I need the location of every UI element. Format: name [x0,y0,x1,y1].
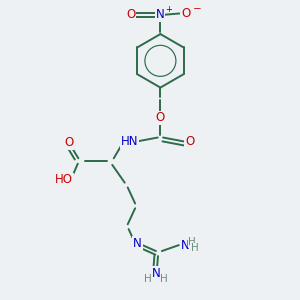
Text: H: H [144,274,152,284]
Text: H: H [191,243,199,253]
Text: O: O [126,8,135,21]
Text: +: + [165,5,172,14]
Text: H: H [160,274,168,284]
Text: HN: HN [120,135,138,148]
Text: N: N [133,237,142,250]
Text: N: N [152,267,160,280]
Text: O: O [64,136,74,149]
Text: O: O [156,111,165,124]
Text: O: O [185,135,194,148]
Text: HO: HO [55,173,73,186]
Text: N: N [181,238,189,252]
Text: O: O [181,7,190,20]
Text: N: N [156,8,165,21]
Text: H: H [188,237,196,247]
Text: −: − [193,4,201,14]
